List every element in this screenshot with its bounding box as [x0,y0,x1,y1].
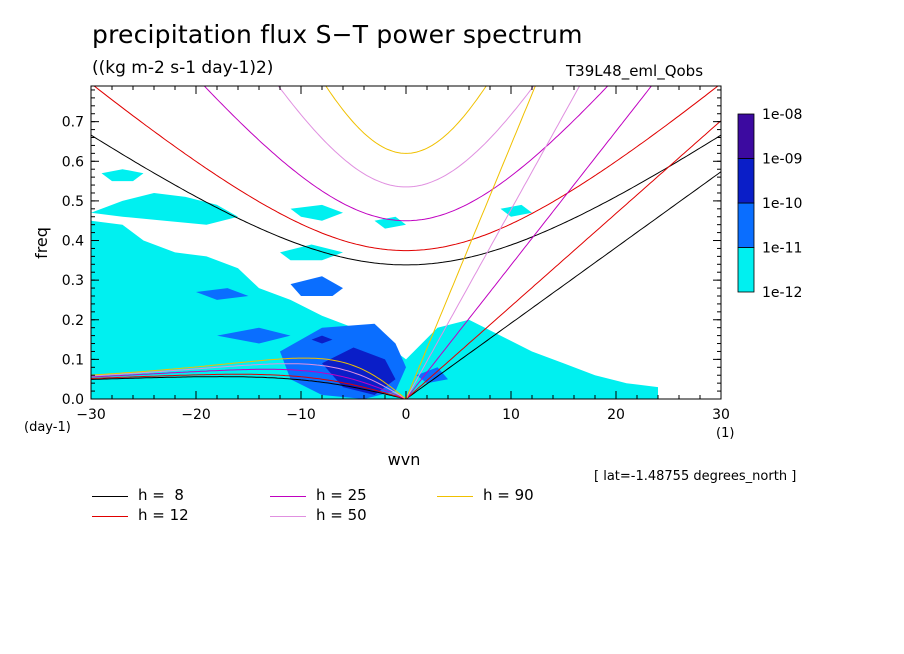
coordinate-label: [ lat=-1.48755 degrees_north ] [594,469,797,484]
legend-swatch [92,516,128,517]
curve-rossby-h90 [91,357,407,399]
colorbar: 1e-12 1e-11 1e-10 1e-09 1e-08 [737,107,802,301]
shaded-region-0 [91,220,658,399]
y-tick-label: 0.4 [62,234,84,250]
y-axis: 0.0 0.1 0.2 0.3 0.4 0.5 0.6 0.7 [62,89,721,408]
shaded-region-7 [196,288,249,300]
legend-label: h = 90 [483,486,534,504]
colorbar-swatch [737,247,755,293]
curve-rossby-h50 [91,363,407,399]
colorbar-label: 1e-09 [762,152,802,168]
shaded-region-4 [280,244,343,261]
curve-wig-h50 [277,86,535,188]
x-tick-label: −20 [181,407,211,423]
shaded-region-5 [500,204,532,217]
curve-kelvin-h90 [405,86,536,399]
x-tick-label: −10 [286,407,316,423]
shaded-region-3 [290,204,343,221]
dispersion-curves [91,86,721,399]
legend-swatch [270,496,306,497]
shaded-region-13 [311,335,333,344]
x-tick-label: 30 [712,407,730,423]
heatmap-shading [91,169,658,399]
legend-label: h = 12 [138,506,189,524]
colorbar-swatch [737,202,755,248]
legend-swatch [270,516,306,517]
curve-rossby-h12 [91,373,407,399]
curve-wig-h90 [325,86,487,154]
y-tick-label: 0.2 [62,313,84,329]
colorbar-swatch [737,113,755,159]
curve-wig-h8 [91,134,721,266]
curve-wig-h12 [93,86,719,252]
legend-label: h = 8 [138,486,184,504]
y-tick-label: 0.6 [62,154,84,170]
y-tick-label: 0.7 [62,115,84,131]
x-axis-label: wvn [388,450,421,469]
units-label: ((kg m-2 s-1 day-1)2) [92,58,274,78]
curve-wig-h25 [203,86,609,222]
legend-label: h = 25 [316,486,367,504]
shaded-region-1 [91,193,238,225]
colorbar-label: 1e-10 [762,196,802,212]
x-tick-label: 20 [607,407,625,423]
curve-kelvin-h50 [405,86,581,399]
y-tick-label: 0.0 [62,392,84,408]
colorbar-label: 1e-11 [762,241,802,257]
legend-swatch [92,496,128,497]
y-tick-label: 0.1 [62,352,84,368]
colorbar-label: 1e-12 [762,285,802,301]
colorbar-swatch [737,158,755,204]
chart-title: precipitation flux S−T power spectrum [92,20,583,49]
x-tick-label: −30 [76,407,106,423]
legend-swatch [437,496,473,497]
curve-rossby-h25 [91,368,407,399]
x-tick-label: 0 [402,407,411,423]
shaded-region-9 [217,327,291,344]
curve-kelvin-h12 [405,120,721,399]
y-tick-label: 0.5 [62,194,84,210]
colorbar-label: 1e-08 [762,107,802,123]
shaded-region-8 [290,276,343,296]
run-label: T39L48_eml_Qobs [566,62,704,80]
curve-rossby-h8 [91,376,407,399]
y-unit-label: (day-1) [24,420,71,435]
legend-label: h = 50 [316,506,367,524]
curve-kelvin-h25 [405,86,653,399]
shaded-region-6 [374,216,406,229]
shaded-region-2 [101,169,144,182]
y-axis-label: freq [32,227,51,259]
curve-kelvin-h8 [405,171,721,399]
x-tick-label: 10 [502,407,520,423]
x-unit-label: (1) [716,426,734,441]
y-tick-label: 0.3 [62,273,84,289]
